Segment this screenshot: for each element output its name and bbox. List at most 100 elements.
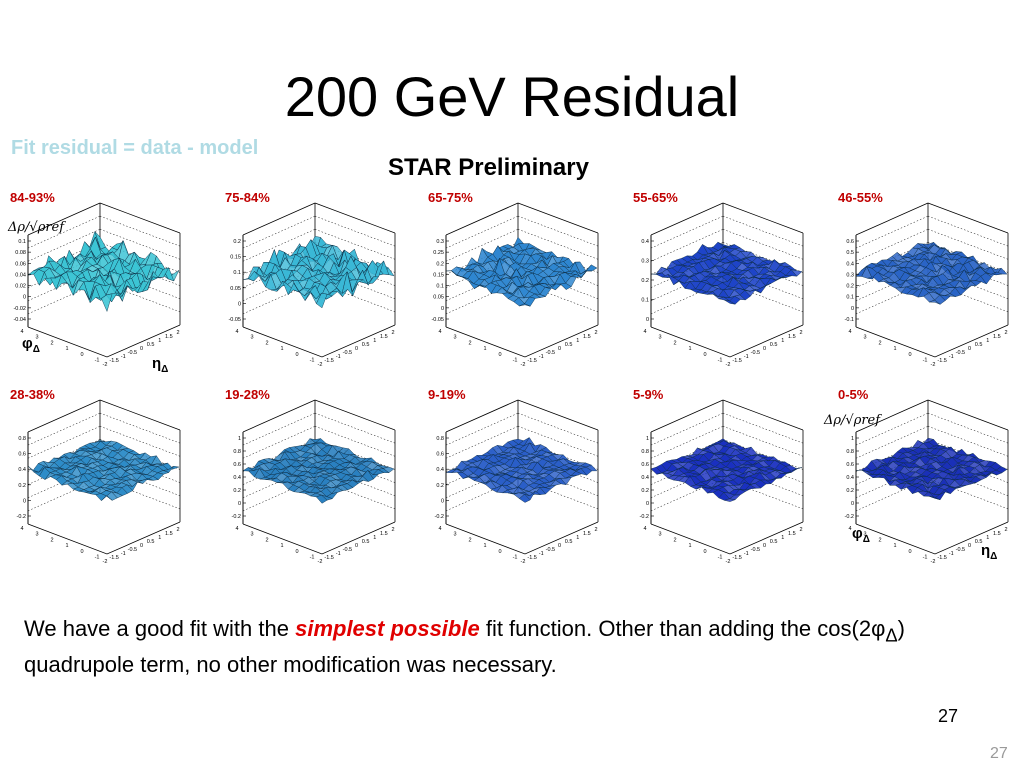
z-tick-label: 1 [646, 436, 649, 442]
eta-tick-label: 1.5 [165, 531, 173, 537]
z-tick-label: 0.05 [433, 295, 444, 301]
phi-tick-label: 4 [848, 526, 851, 532]
eta-tick-label: 1 [781, 535, 784, 541]
phi-tick-label: 3 [35, 532, 38, 538]
eta-tick-label: 0.5 [565, 539, 573, 545]
body-text-emphasis: simplest possible [295, 616, 480, 641]
eta-tick-label: 2 [176, 527, 179, 533]
z-tick-label: 0.4 [233, 475, 241, 481]
eta-tick-label: -1 [336, 551, 341, 557]
phi-axis-label: φΔ [22, 335, 40, 355]
eta-tick-label: 1.5 [165, 334, 173, 340]
z-tick-label: 0.2 [641, 278, 649, 284]
eta-tick-label: -1 [949, 551, 954, 557]
phi-tick-label: 4 [235, 526, 238, 532]
z-tick-label: 0.4 [18, 467, 26, 473]
residual-panel: 46-55% 0.6 0.5 0.4 0.3 0.2 0.1 0 -0.1 -2 -1.5 -1 -0.… [838, 190, 1024, 385]
eta-tick-label: 1 [373, 338, 376, 344]
eta-tick-label: -0.5 [128, 547, 137, 553]
residual-panel: 55-65% 0.4 0.3 0.2 0.1 0 -2 -1.5 -1 -0.5 0 0.5 1 1.5 2… [633, 190, 838, 385]
phi-tick-label: 2 [50, 340, 53, 346]
centrality-label: 28-38% [10, 387, 55, 402]
z-tick-label: 0.1 [233, 270, 241, 276]
phi-tick-label: 1 [688, 543, 691, 549]
eta-tick-label: 1 [986, 338, 989, 344]
centrality-label: 65-75% [428, 190, 473, 205]
y-axis-label: Δρ/√ρref [8, 220, 65, 235]
eta-tick-label: -0.5 [128, 350, 137, 356]
body-text-part3: ) quadrupole term, no other modification… [24, 616, 905, 678]
phi-tick-label: 0 [81, 352, 84, 358]
z-tick-label: 0.08 [15, 250, 26, 256]
phi-tick-label: 4 [20, 329, 23, 335]
eta-tick-label: -1.5 [732, 555, 741, 561]
eta-tick-label: 0 [968, 346, 971, 352]
eta-tick-label: 2 [176, 330, 179, 336]
residual-panel: 19-28% 1 0.8 0.6 0.4 0.2 0 -0.2 -2 -1.5 -1 -0.5 0 0.5… [225, 387, 430, 582]
eta-tick-label: 0 [355, 346, 358, 352]
z-tick-label: 0.06 [15, 261, 26, 267]
body-text: We have a good fit with the simplest pos… [24, 614, 984, 680]
eta-tick-label: 0.5 [975, 539, 983, 545]
z-tick-label: 0 [23, 295, 26, 301]
phi-tick-label: 1 [483, 346, 486, 352]
z-tick-label: 0.6 [18, 452, 26, 458]
eta-tick-label: 2 [594, 527, 597, 533]
z-tick-label: 0.1 [436, 284, 444, 290]
eta-tick-label: 0.5 [362, 342, 370, 348]
z-tick-label: 0.6 [846, 239, 854, 245]
eta-tick-label: -0.5 [956, 350, 965, 356]
z-tick-label: 1 [851, 436, 854, 442]
z-tick-label: 0.05 [230, 286, 241, 292]
z-tick-label: -0.1 [845, 317, 854, 323]
phi-tick-label: 2 [673, 340, 676, 346]
phi-tick-label: 3 [250, 335, 253, 341]
phi-tick-label: 4 [438, 526, 441, 532]
phi-tick-label: -1 [718, 555, 723, 561]
surface-plot: 0.60.50.40.30.20.10-0.1-2-1.5-1-0.500.51… [845, 202, 1009, 368]
phi-tick-label: 1 [893, 543, 896, 549]
z-tick-label: 0.3 [846, 272, 854, 278]
z-tick-label: -0.2 [845, 514, 854, 520]
phi-tick-label: 0 [296, 549, 299, 555]
eta-tick-label: 0 [355, 543, 358, 549]
z-tick-label: 0.4 [641, 239, 649, 245]
z-tick-label: 0.15 [230, 255, 241, 261]
z-tick-label: -0.2 [17, 514, 26, 520]
phi-tick-label: -1 [310, 358, 315, 364]
z-tick-label: 1 [238, 436, 241, 442]
eta-tick-label: 0.5 [147, 539, 155, 545]
eta-tick-label: 0.5 [147, 342, 155, 348]
eta-tick-label: 2 [1004, 527, 1007, 533]
phi-tick-label: 4 [643, 526, 646, 532]
eta-tick-label: -1 [539, 354, 544, 360]
eta-tick-label: 0.5 [362, 539, 370, 545]
residual-panel: 84-93% 0.1 0.08 0.06 0.04 0.02 0 -0.02 -0.04 -2 -1… [8, 190, 215, 385]
eta-tick-label: -1.5 [324, 358, 333, 364]
phi-tick-label: 4 [20, 526, 23, 532]
phi-tick-label: 0 [909, 549, 912, 555]
z-tick-label: 0.25 [433, 250, 444, 256]
phi-axis-label-subscript: Δ [32, 344, 40, 355]
eta-tick-label: 0 [558, 543, 561, 549]
eta-tick-label: 2 [799, 330, 802, 336]
phi-tick-label: 0 [81, 549, 84, 555]
phi-axis-label: φΔ [852, 525, 870, 545]
z-tick-label: 0 [646, 501, 649, 507]
z-tick-label: 0.3 [436, 239, 444, 245]
z-tick-label: -0.05 [228, 317, 241, 323]
eta-tick-label: 2 [594, 330, 597, 336]
z-tick-label: 0.1 [846, 295, 854, 301]
eta-tick-label: -0.5 [751, 547, 760, 553]
eta-tick-label: -1.5 [109, 555, 118, 561]
z-tick-label: 0.8 [846, 449, 854, 455]
phi-tick-label: 4 [235, 329, 238, 335]
z-tick-label: 0 [238, 501, 241, 507]
z-tick-label: 0.2 [436, 483, 444, 489]
z-tick-label: 0.2 [846, 284, 854, 290]
phi-tick-label: -1 [718, 358, 723, 364]
eta-tick-label: 0 [140, 543, 143, 549]
eta-tick-label: -1.5 [324, 555, 333, 561]
eta-tick-label: -1.5 [937, 358, 946, 364]
surface-plot: 0.40.30.20.10-2-1.5-1-0.500.511.5243210-… [641, 202, 804, 368]
